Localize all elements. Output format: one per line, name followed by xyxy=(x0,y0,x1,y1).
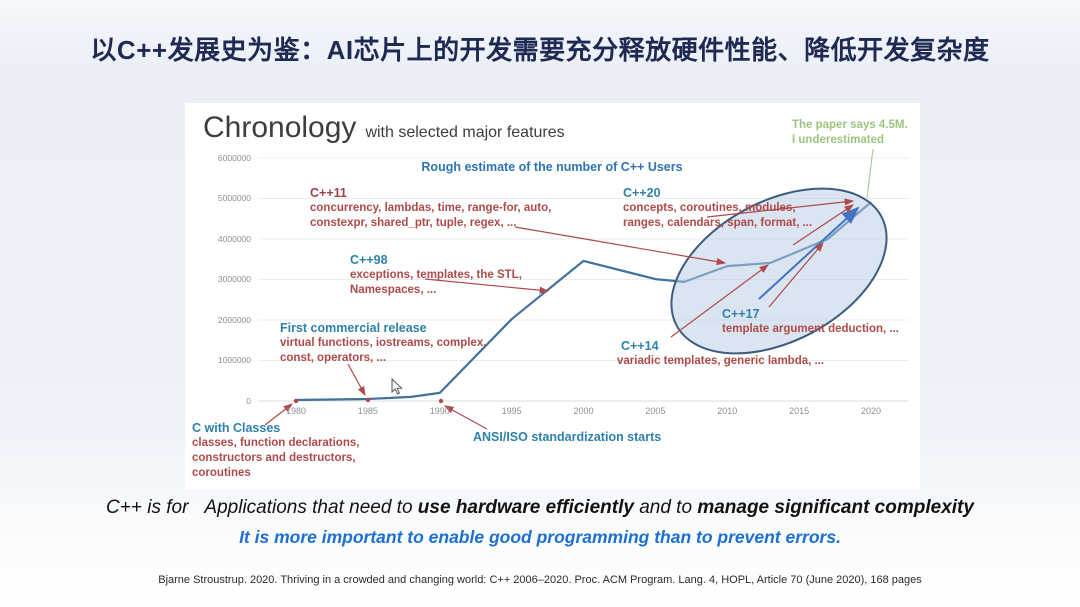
annotation-cpp11-label: C++11 xyxy=(310,186,347,200)
annotation-cpp17-text1: template argument deduction, ... xyxy=(722,323,899,335)
annotation-cpp20: C++20 concepts, coroutines, modules, ran… xyxy=(623,186,812,231)
cpp-purpose-line: C++ is for Applications that need to use … xyxy=(0,497,1080,519)
chart-title: Chronology with selected major features xyxy=(203,111,565,145)
cpp-purpose-seg2: use hardware efficiently xyxy=(417,497,634,518)
citation: Bjarne Stroustrup. 2020. Thriving in a c… xyxy=(158,574,922,586)
x-tick-label: 2010 xyxy=(717,406,738,416)
arrow-c-with-classes xyxy=(264,403,293,426)
annotation-c-with-classes-text1: classes, function declarations, xyxy=(192,437,360,449)
annotation-ansi-label: ANSI/ISO standardization starts xyxy=(473,430,662,444)
annotation-cpp98-text1: exceptions, templates, the STL, xyxy=(350,269,522,281)
x-tick-label: 1990 xyxy=(429,406,450,416)
y-tick-label: 2000000 xyxy=(217,314,251,325)
note-pointer-line xyxy=(866,148,874,199)
axis-event-dots xyxy=(293,397,444,404)
arrow-cpp14 xyxy=(670,264,769,338)
annotation-cpp20-text2: ranges, calendars, span, format, ... xyxy=(623,217,813,229)
y-tick-label: 1000000 xyxy=(217,355,251,365)
arrow-cpp11 xyxy=(514,226,727,266)
annotation-cpp17-label: C++17 xyxy=(722,307,760,321)
mouse-cursor-icon xyxy=(391,378,403,395)
x-tick-label: 2020 xyxy=(860,406,882,416)
y-tick-label: 6000000 xyxy=(217,152,251,163)
x-tick-label: 1995 xyxy=(501,406,522,416)
annotation-cpp14-label: C++14 xyxy=(621,339,659,353)
author-note-line2: I underestimated xyxy=(792,134,885,146)
x-tick-label: 2005 xyxy=(645,406,666,416)
y-tick-label: 0 xyxy=(246,395,251,406)
y-tick-label: 3000000 xyxy=(217,274,251,284)
annotation-cpp11: C++11 concurrency, lambdas, time, range-… xyxy=(310,186,551,231)
annotation-arrows xyxy=(264,198,855,430)
highlight-ellipse xyxy=(670,187,888,355)
annotation-c-with-classes-label: C with Classes xyxy=(192,421,281,435)
chart-title-suffix: with selected major features xyxy=(365,124,565,141)
annotation-c-with-classes-text2: constructors and destructors, xyxy=(192,452,356,464)
annotation-first-release-text1: virtual functions, iostreams, complex, xyxy=(280,337,487,349)
annotation-first-release-text2: const, operators, ... xyxy=(280,352,387,364)
annotation-cpp98: C++98 exceptions, templates, the STL, Na… xyxy=(350,253,522,298)
x-tick-label: 1980 xyxy=(285,406,307,416)
y-tick-label: 4000000 xyxy=(217,233,251,244)
annotation-c-with-classes-text3: coroutines xyxy=(192,467,251,479)
cpp-purpose-seg4: manage significant complexity xyxy=(697,497,974,518)
chart-subtitle: Rough estimate of the number of C++ User… xyxy=(421,160,683,174)
cpp-purpose-seg3: and to xyxy=(633,497,698,518)
slide-title: 以C++发展史为鉴：AI芯片上的开发需要充分释放硬件性能、降低开发复杂度 xyxy=(90,35,990,65)
chart-title-main: Chronology xyxy=(203,111,357,144)
annotation-cpp20-text1: concepts, coroutines, modules, xyxy=(623,202,796,214)
annotation-c-with-classes: C with Classes classes, function declara… xyxy=(192,421,359,481)
annotation-cpp98-label: C++98 xyxy=(350,253,388,267)
arrow-cpp20-b xyxy=(792,204,854,246)
annotation-cpp11-text1: concurrency, lambdas, time, range-for, a… xyxy=(310,202,552,214)
annotation-cpp20-label: C++20 xyxy=(623,186,661,200)
arrow-cpp20-a xyxy=(706,198,855,218)
x-tick-label: 1985 xyxy=(357,406,378,416)
cpp-purpose-seg1: Applications that need to xyxy=(204,497,418,518)
chronology-chart xyxy=(258,148,908,430)
annotation-ansi: ANSI/ISO standardization starts xyxy=(473,430,661,445)
annotation-cpp14-text1: variadic templates, generic lambda, ... xyxy=(617,355,825,367)
annotation-cpp17: C++17 template argument deduction, ... xyxy=(722,307,899,337)
chart-card: Chronology with selected major features R… xyxy=(185,103,920,490)
annotation-cpp11-text2: constexpr, shared_ptr, tuple, regex, ... xyxy=(310,217,517,229)
cpp-philosophy-line: It is more important to enable good prog… xyxy=(239,527,841,547)
trend-arrow xyxy=(758,206,860,300)
x-tick-label: 2000 xyxy=(573,406,594,416)
author-note: The paper says 4.5M. I underestimated xyxy=(792,118,908,148)
annotation-cpp98-text2: Namespaces, ... xyxy=(350,284,437,296)
arrow-cpp98 xyxy=(424,278,550,294)
y-tick-label: 5000000 xyxy=(217,193,251,203)
arrow-cpp17 xyxy=(768,242,824,308)
arrow-ansi xyxy=(443,405,488,430)
author-note-line1: The paper says 4.5M. xyxy=(792,119,908,131)
annotation-first-release-label: First commercial release xyxy=(280,321,427,335)
annotation-first-release: First commercial release virtual functio… xyxy=(280,321,486,366)
arrow-first-release xyxy=(347,363,366,397)
cpp-purpose-lead: C++ is for xyxy=(106,497,189,518)
x-tick-label: 2015 xyxy=(789,406,810,416)
annotation-cpp14: C++14 variadic templates, generic lambda… xyxy=(617,339,824,369)
